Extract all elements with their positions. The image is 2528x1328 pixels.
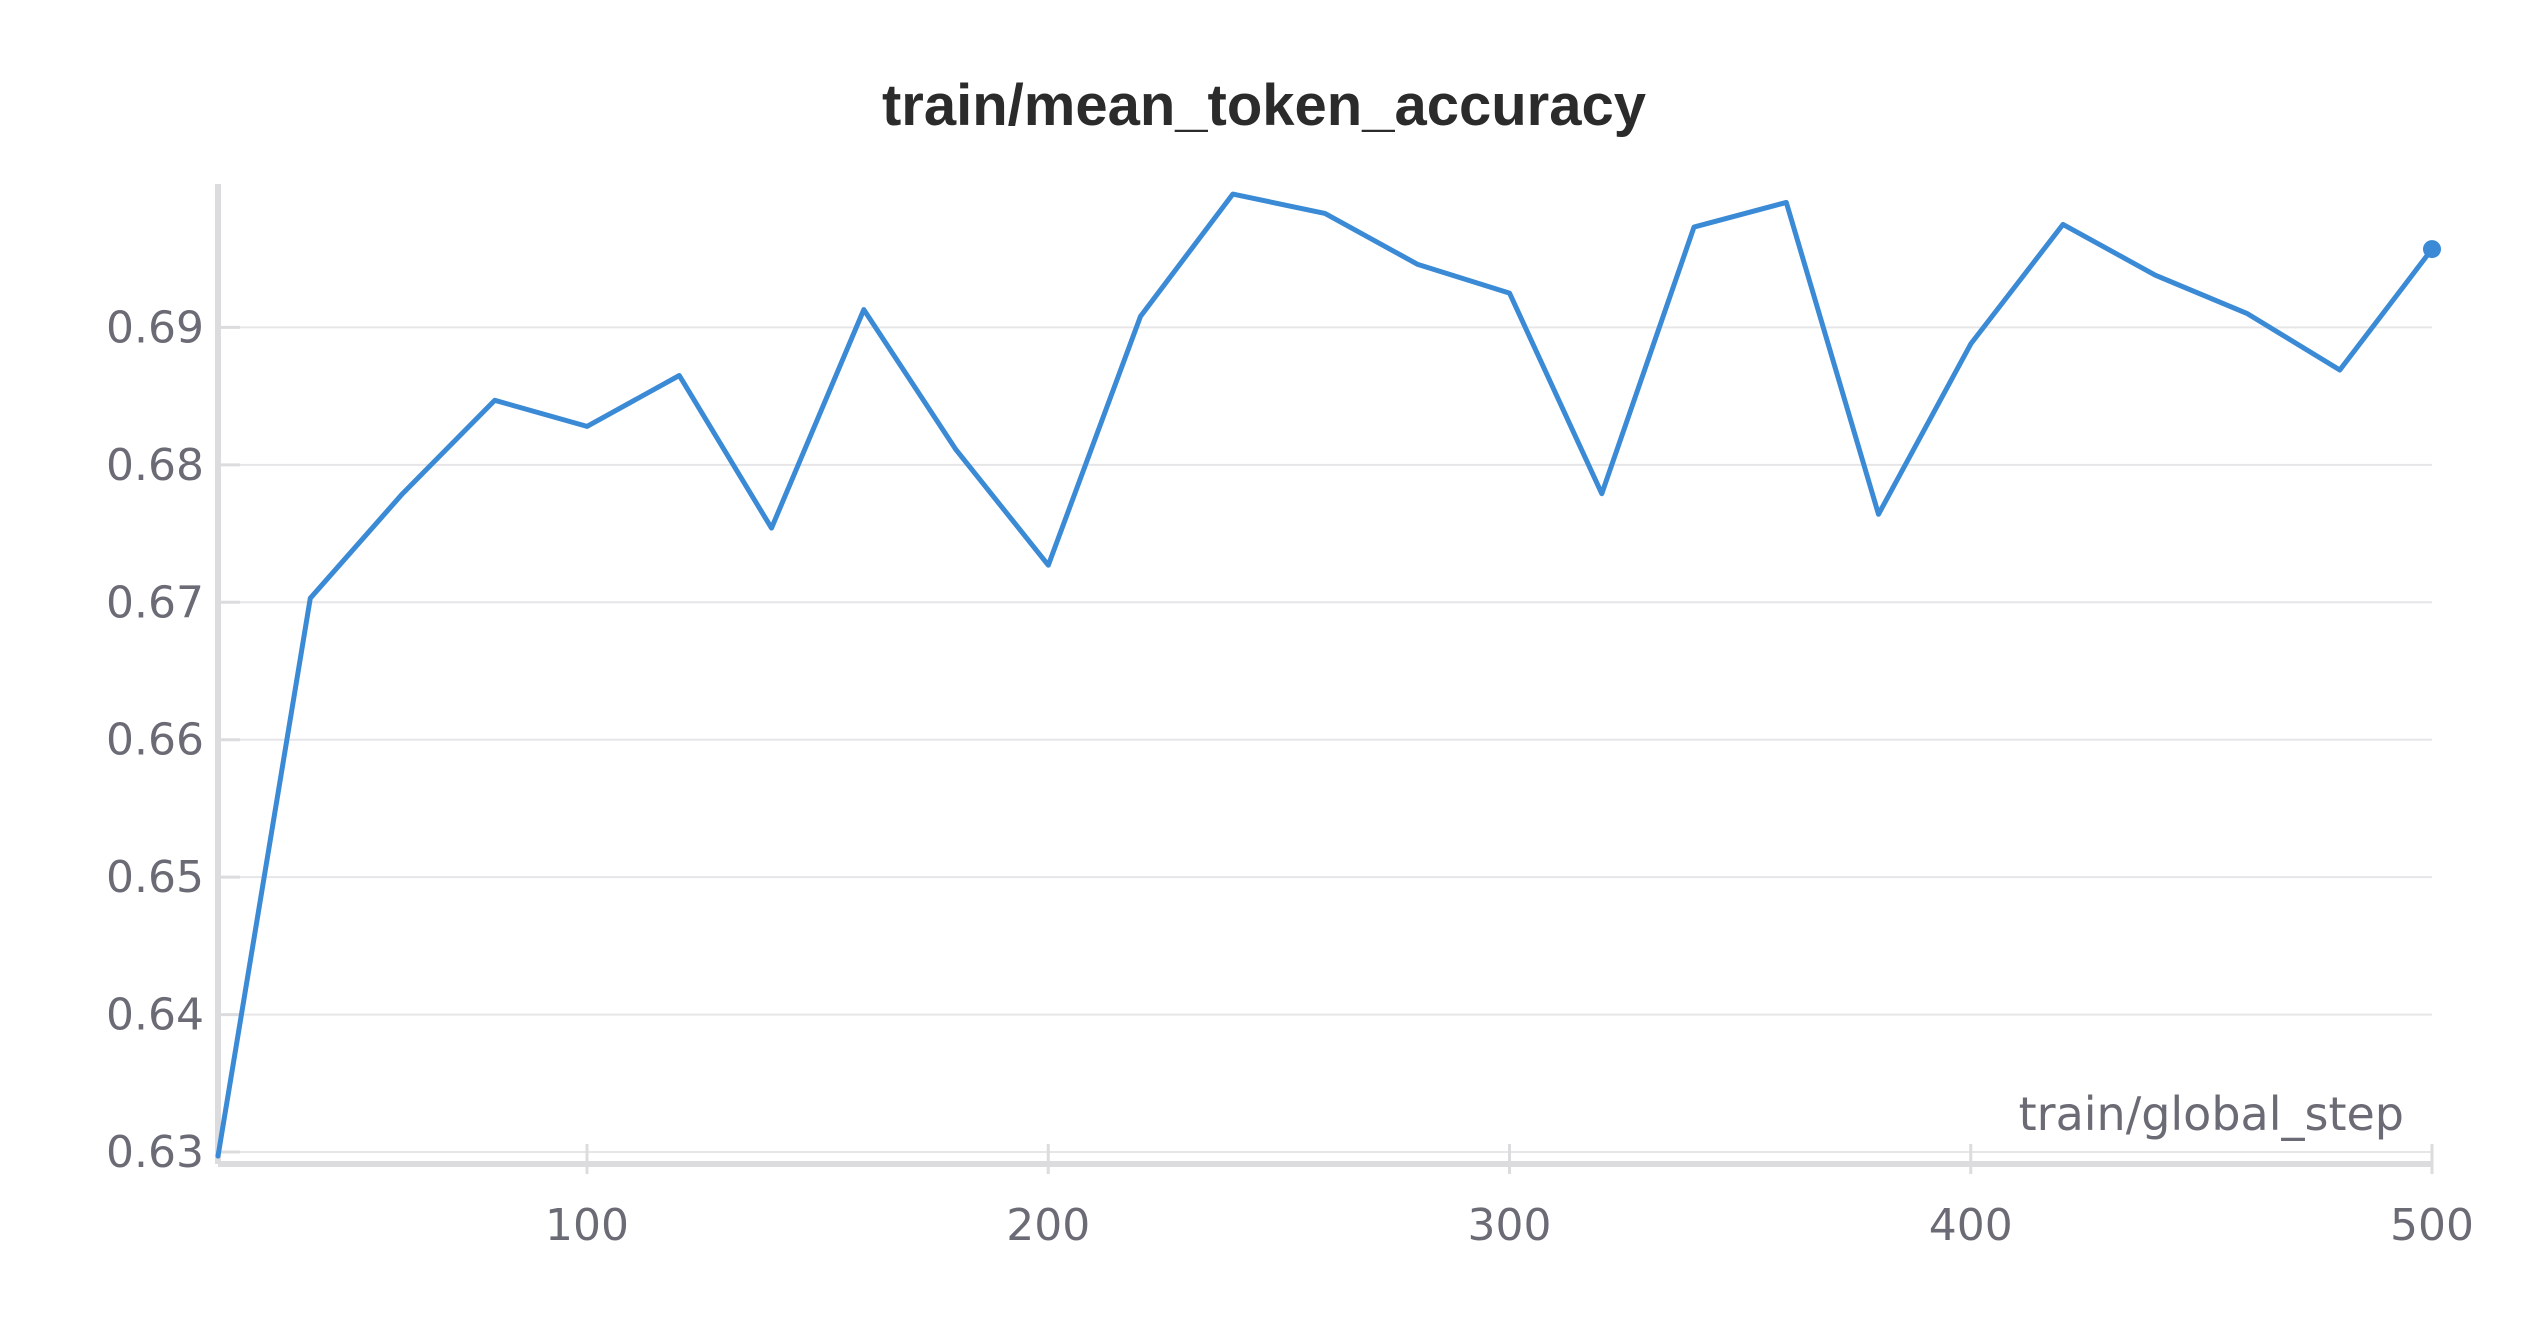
y-tick-label: 0.67 (106, 577, 204, 628)
x-tick-label: 300 (1468, 1200, 1552, 1251)
series-point (1322, 210, 1328, 216)
y-tick-label: 0.68 (106, 440, 204, 491)
series-point (2152, 272, 2158, 278)
series-point (953, 447, 959, 453)
series-point (676, 373, 682, 379)
series-point (1876, 511, 1882, 517)
y-tick-label: 0.64 (106, 990, 204, 1041)
series-point (1691, 224, 1697, 230)
series-point (861, 307, 867, 313)
series-point (584, 423, 590, 429)
series-end-point (2423, 240, 2441, 259)
series-point (215, 1153, 221, 1159)
x-axis-title: train/global_step (2019, 1087, 2404, 1141)
series-point (492, 397, 498, 403)
series-point (1138, 313, 1144, 319)
series-point (1414, 261, 1420, 267)
chart-title: train/mean_token_accuracy (881, 73, 1647, 138)
series-point (1968, 341, 1974, 347)
y-tick-label: 0.66 (106, 715, 204, 766)
y-tick-label: 0.69 (106, 302, 204, 353)
series-point (2060, 221, 2066, 227)
x-tick-label: 100 (545, 1200, 629, 1251)
series-point (2337, 367, 2343, 373)
series-point (2245, 311, 2251, 317)
series-point (1507, 290, 1513, 296)
series-point (1230, 191, 1236, 197)
x-tick-label: 400 (1929, 1200, 2013, 1251)
x-tick-label: 200 (1006, 1200, 1090, 1251)
series-point (1783, 199, 1789, 205)
series-point (769, 525, 775, 531)
series-point (1599, 491, 1605, 497)
x-tick-label: 500 (2390, 1200, 2474, 1251)
series-point (400, 491, 406, 497)
series-point (1045, 562, 1051, 568)
y-tick-label: 0.63 (106, 1127, 204, 1178)
y-tick-label: 0.65 (106, 852, 204, 903)
series-line (215, 191, 2435, 1159)
series-point (307, 595, 313, 601)
